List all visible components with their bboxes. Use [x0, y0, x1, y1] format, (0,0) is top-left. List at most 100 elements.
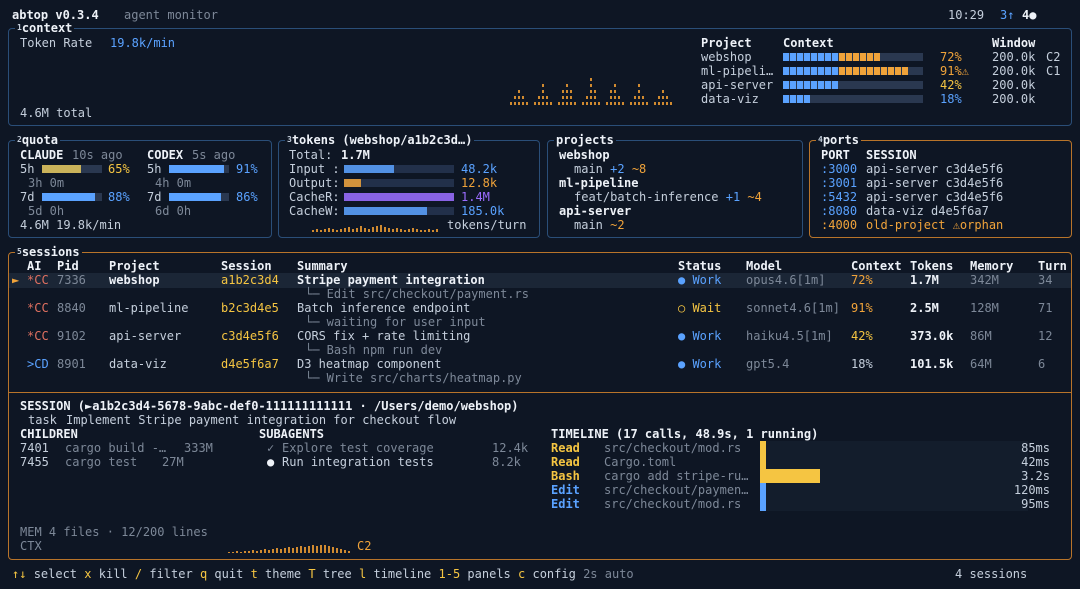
spark-bar — [408, 229, 410, 232]
session-id[interactable]: d4e5f6a7 — [221, 357, 279, 371]
pulse-dot — [594, 96, 596, 99]
pulse-dot — [610, 96, 612, 99]
ctx-spark-bar — [276, 548, 278, 553]
project-tilde: ~4 — [747, 190, 762, 204]
key-theme[interactable]: t — [250, 567, 258, 581]
session-tokens: 1.7M — [910, 273, 939, 287]
project-branch-line[interactable]: feat/batch-inference +1 ~4 — [574, 190, 762, 204]
spark-bar — [392, 229, 394, 232]
pulse-dot — [546, 102, 548, 105]
key-config[interactable]: c — [518, 567, 526, 581]
session-ai[interactable]: *CC — [27, 273, 49, 287]
session-project[interactable]: ml-pipeline — [109, 301, 189, 315]
pulse-dot — [562, 90, 564, 93]
codex-5h-track — [169, 165, 229, 173]
context-total: 4.6M total — [20, 106, 93, 120]
sessions-panel[interactable]: 5sessions — [8, 245, 1072, 560]
context-project: data-viz — [701, 92, 759, 106]
col-pid: Pid — [57, 259, 79, 273]
project-branch-line[interactable]: main +2 ~8 — [574, 162, 646, 176]
child-mem: 333M — [184, 441, 213, 455]
selected-row-highlight — [9, 273, 1071, 288]
session-ai[interactable]: >CD — [27, 357, 49, 371]
spark-bar — [364, 228, 366, 232]
key-tree[interactable]: T — [308, 567, 316, 581]
context-bar-segment — [874, 95, 880, 103]
claude-5h-fill — [42, 165, 81, 173]
session-id[interactable]: a1b2c3d4 — [221, 273, 279, 287]
subagent-mark: ● — [267, 455, 275, 469]
key-filter[interactable]: / — [134, 567, 143, 581]
context-tag: C2 — [1046, 50, 1061, 64]
col-project: Project — [701, 36, 752, 50]
port-number[interactable]: :3000 — [821, 162, 858, 176]
pulse-dot — [614, 96, 616, 99]
port-number[interactable]: :8080 — [821, 204, 858, 218]
col-session: SESSION — [866, 148, 917, 162]
tokens-total-label: Total: — [289, 148, 333, 162]
ctx-spark-bar — [260, 550, 262, 553]
context-pct: 18% — [940, 92, 962, 106]
session-ai[interactable]: *CC — [27, 301, 49, 315]
context-bar-segment — [916, 67, 922, 75]
projects-panel[interactable]: projects — [547, 133, 803, 238]
pulse-dot — [538, 96, 540, 99]
pulse-dot — [662, 90, 664, 93]
context-panel[interactable]: 1context — [8, 21, 1072, 126]
context-bar-segment — [825, 53, 831, 61]
claude-ago: 10s ago — [72, 148, 123, 162]
spark-bar — [368, 229, 370, 232]
context-bar-segment — [867, 95, 873, 103]
col-model: Model — [746, 259, 783, 273]
codex-7d-pct: 86% — [236, 190, 258, 204]
detail-task-label: task — [28, 413, 57, 427]
session-project[interactable]: data-viz — [109, 357, 167, 371]
claude-5h-pct: 65% — [108, 162, 130, 176]
context-bar-segment — [881, 81, 887, 89]
session-project[interactable]: webshop — [109, 273, 160, 287]
quota-panel[interactable]: 2quota — [8, 133, 272, 238]
session-pid: 8840 — [57, 301, 86, 315]
ctx-spark-bar — [284, 548, 286, 553]
port-number[interactable]: :3001 — [821, 176, 858, 190]
context-tag: C1 — [1046, 64, 1061, 78]
timeline-arg: cargo add stripe-ru… — [604, 469, 749, 483]
session-id[interactable]: b2c3d4e5 — [221, 301, 279, 315]
ctx-label: CTX — [20, 539, 42, 553]
project-plus: +1 — [725, 190, 741, 204]
timeline-bar — [760, 455, 766, 469]
ctx-spark-bar — [228, 552, 230, 553]
session-id[interactable]: c3d4e5f6 — [221, 329, 279, 343]
tokens-panel[interactable]: 3tokens (webshop/a1b2c3d…) — [278, 133, 540, 238]
key-quit[interactable]: q — [199, 567, 208, 581]
key-select[interactable]: ↑↓ — [12, 567, 27, 581]
token-value: 48.2k — [461, 162, 498, 176]
project-branch-line[interactable]: main ~2 — [574, 218, 625, 232]
session-status: ● Work — [678, 273, 722, 287]
claude-7d-reset: 5d 0h — [28, 204, 65, 218]
ctx-spark-bar — [344, 550, 346, 553]
port-number[interactable]: :5432 — [821, 190, 858, 204]
tokens-sparkline — [312, 222, 440, 232]
ctx-spark-bar — [236, 551, 238, 553]
context-project: ml-pipeli… — [701, 64, 774, 78]
key-panels[interactable]: 1-5 — [438, 567, 461, 581]
context-window: 200.0k — [992, 50, 1036, 64]
key-timeline[interactable]: l — [359, 567, 367, 581]
ports-panel[interactable]: 4ports — [809, 133, 1072, 238]
session-summary: D3 heatmap component — [297, 357, 442, 371]
session-project[interactable]: api-server — [109, 329, 182, 343]
project-tilde: ~8 — [631, 162, 647, 176]
pulse-dot — [514, 102, 516, 105]
session-ai[interactable]: *CC — [27, 329, 49, 343]
context-bar-segment — [797, 53, 803, 61]
detail-session-line: SESSION (►a1b2c3d4-5678-9abc-def0-111111… — [20, 399, 519, 413]
timeline-duration: 85ms — [1021, 441, 1050, 455]
context-bar-segment — [909, 81, 915, 89]
col-session-s: Session — [221, 259, 272, 273]
session-model: sonnet4.6[1m] — [746, 301, 840, 315]
port-number[interactable]: :4000 — [821, 218, 858, 232]
token-bar-fill — [344, 193, 454, 201]
pulse-dot — [670, 102, 672, 105]
key-kill[interactable]: x — [84, 567, 92, 581]
